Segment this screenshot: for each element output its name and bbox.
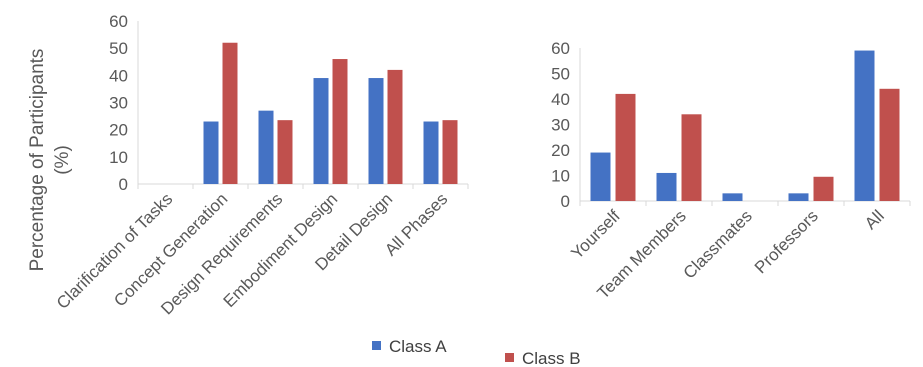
bar-class-a-all-phases	[423, 121, 439, 184]
bar-class-a-yourself	[590, 152, 611, 201]
x-tick-label-all: All	[861, 206, 888, 233]
bar-class-b-all	[879, 88, 900, 201]
y-tick-label: 40	[109, 66, 128, 85]
y-axis-title-line1: Percentage of Participants	[27, 49, 48, 272]
bar-class-a-professors	[788, 193, 809, 201]
y-tick-label: 30	[109, 94, 128, 113]
bar-class-a-all	[854, 50, 875, 201]
y-tick-label: 20	[109, 121, 128, 140]
legend: Class A Class B	[372, 337, 581, 367]
y-tick-label: 40	[551, 90, 570, 109]
legend-swatch-class-a	[372, 341, 381, 350]
y-tick-label: 10	[109, 148, 128, 167]
legend-label-class-b: Class B	[522, 349, 581, 367]
bar-class-b-team-members	[681, 114, 702, 201]
y-tick-label: 0	[561, 192, 570, 211]
bar-class-a-detail-design	[368, 78, 384, 184]
y-tick-label: 0	[119, 175, 128, 194]
y-tick-label: 60	[551, 39, 570, 58]
x-tick-label-yourself: Yourself	[567, 206, 624, 263]
x-tick-label-classmates: Classmates	[680, 206, 756, 282]
y-axis-title-line2: (%)	[52, 145, 73, 175]
bar-class-a-team-members	[656, 172, 677, 201]
legend-label-class-a: Class A	[389, 337, 447, 356]
bar-class-b-detail-design	[387, 69, 403, 184]
y-tick-label: 50	[109, 39, 128, 58]
bar-class-a-design-requirements	[258, 110, 274, 184]
bar-class-b-concept-generation	[222, 42, 238, 184]
bar-class-b-embodiment-design	[332, 59, 348, 184]
bar-class-b-yourself	[615, 93, 636, 201]
y-tick-label: 50	[551, 65, 570, 84]
y-tick-label: 10	[551, 167, 570, 186]
bar-class-a-classmates	[722, 193, 743, 201]
bar-class-a-embodiment-design	[313, 78, 329, 184]
bar-class-b-design-requirements	[277, 120, 293, 184]
legend-swatch-class-b	[505, 353, 514, 362]
y-tick-label: 60	[109, 12, 128, 31]
bar-class-b-all-phases	[442, 120, 458, 184]
y-tick-label: 20	[551, 141, 570, 160]
bar-class-a-concept-generation	[203, 121, 219, 184]
x-tick-label-professors: Professors	[751, 206, 822, 277]
bar-class-b-professors	[813, 176, 834, 201]
y-tick-label: 30	[551, 116, 570, 135]
